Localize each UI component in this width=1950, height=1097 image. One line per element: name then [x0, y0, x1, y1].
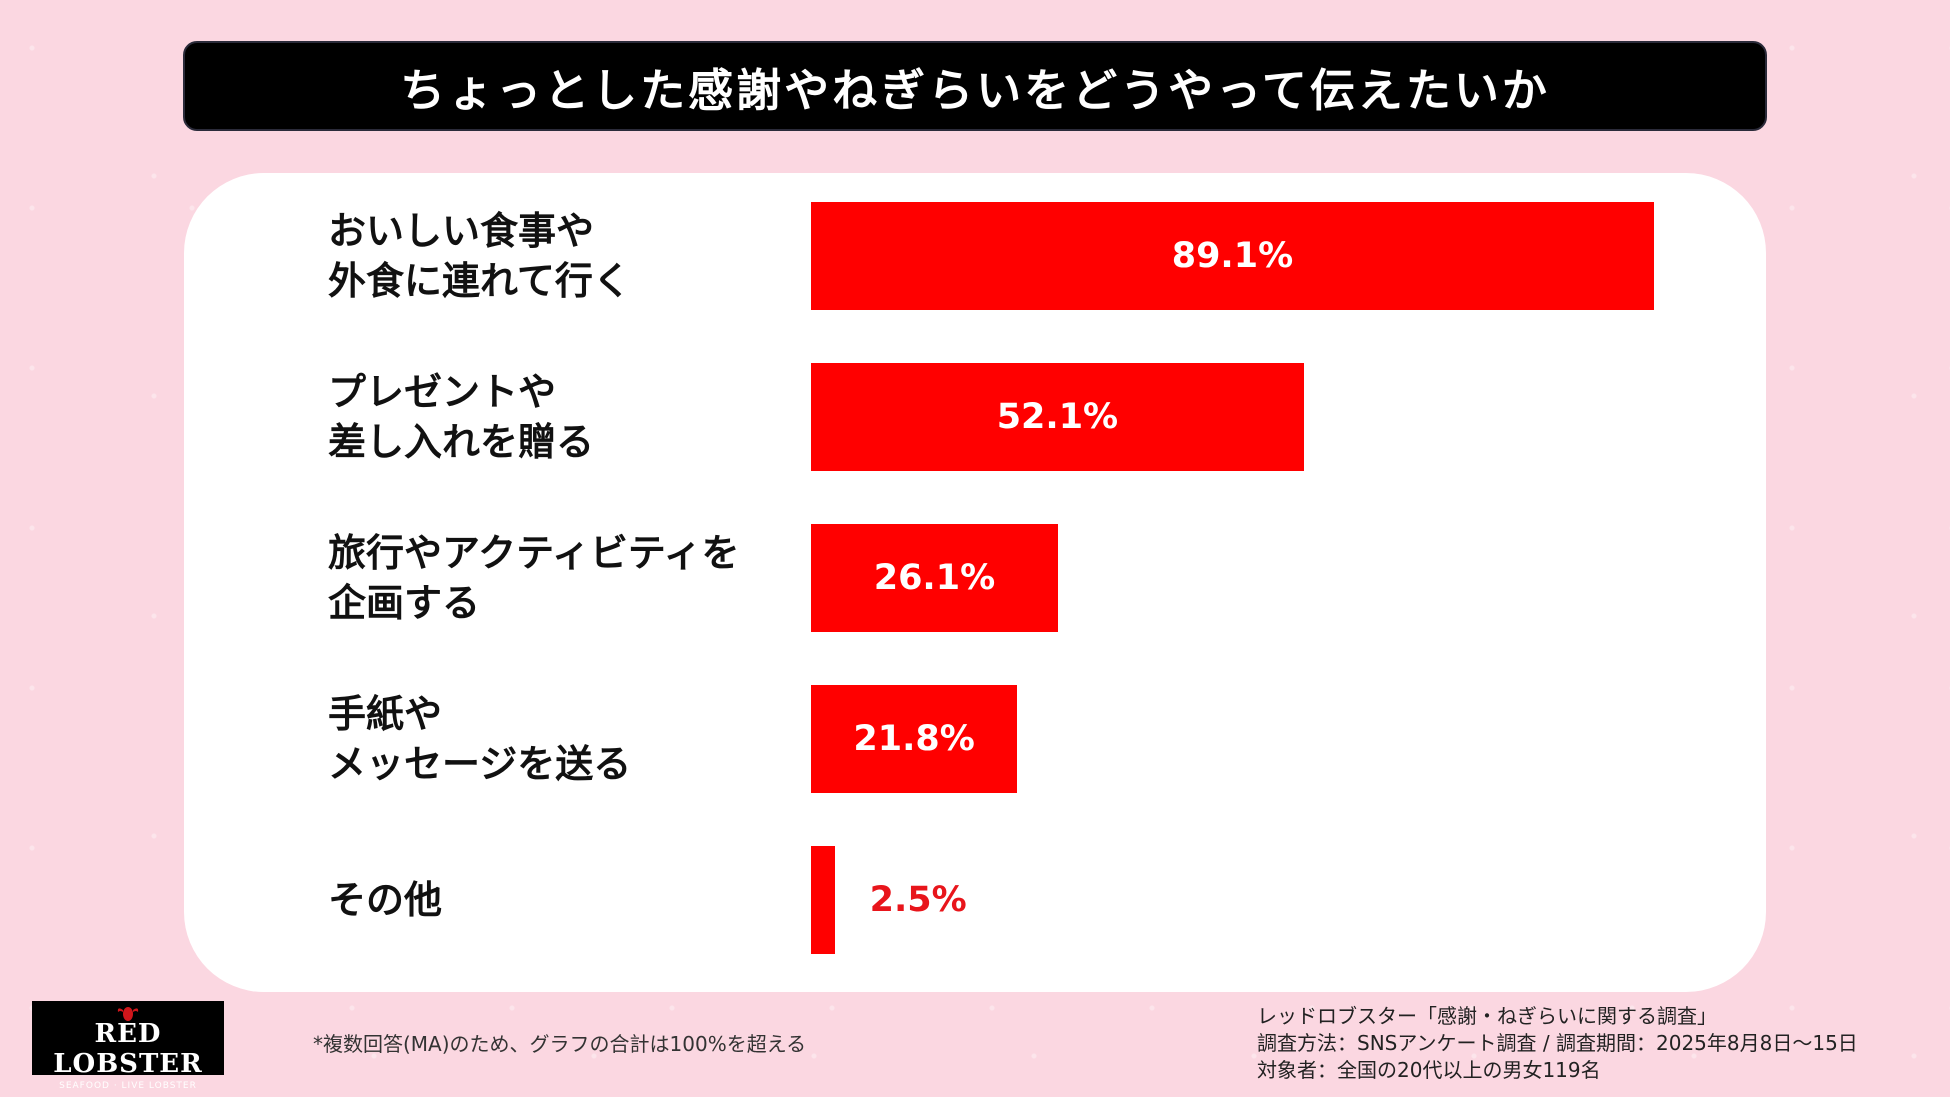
- category-label: 旅行やアクティビティを 企画する: [328, 531, 740, 625]
- source-method: 調査方法：SNSアンケート調査 / 調査期間：2025年8月8日〜15日: [1257, 1031, 1858, 1055]
- category-label: プレゼントや 差し入れを贈る: [328, 370, 595, 464]
- source-title: レッドロブスター「感謝・ねぎらいに関する調査」: [1257, 1004, 1717, 1028]
- source-info: レッドロブスター「感謝・ねぎらいに関する調査」 調査方法：SNSアンケート調査 …: [1257, 1003, 1858, 1084]
- lobster-icon: [117, 1007, 139, 1021]
- category-label: 手紙や メッセージを送る: [328, 692, 632, 786]
- bar-value-label: 52.1%: [996, 397, 1119, 437]
- title-bar: ちょっとした感謝やねぎらいをどうやって伝えたいか: [183, 41, 1767, 131]
- red-lobster-logo: RED LOBSTER SEAFOOD · LIVE LOBSTER: [32, 1001, 224, 1091]
- logo-text: RED LOBSTER: [53, 1019, 203, 1079]
- category-label: その他: [328, 878, 443, 922]
- bar: [811, 685, 1018, 793]
- bar: [811, 363, 1304, 471]
- chart-title: ちょっとした感謝やねぎらいをどうやって伝えたいか: [400, 63, 1550, 117]
- footnote: *複数回答(MA)のため、グラフの合計は100%を超える: [313, 1032, 807, 1056]
- bar-value-label: 89.1%: [1171, 236, 1294, 276]
- bar: [811, 202, 1654, 310]
- bar: [811, 846, 835, 954]
- bar: [811, 524, 1058, 632]
- bar-value-label: 2.5%: [869, 880, 967, 920]
- logo-subtext: SEAFOOD · LIVE LOBSTER: [59, 1081, 197, 1091]
- source-target: 対象者：全国の20代以上の男女119名: [1257, 1058, 1601, 1082]
- bar-value-label: 21.8%: [853, 719, 975, 759]
- category-label: おいしい食事や 外食に連れて行く: [328, 209, 631, 303]
- bar-value-label: 26.1%: [873, 558, 996, 598]
